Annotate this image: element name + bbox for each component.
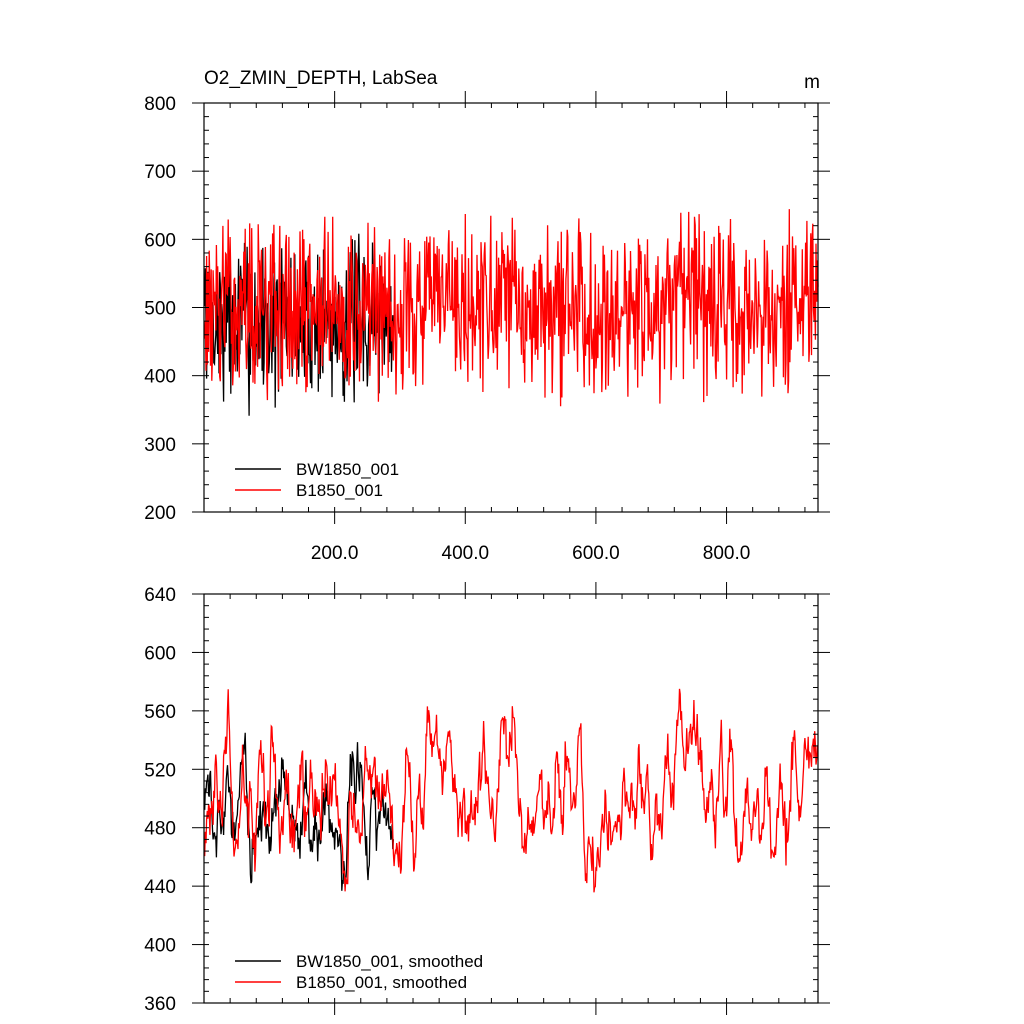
top-chart: O2_ZMIN_DEPTH, LabSea m 200 300 400 500 600 7…: [144, 68, 830, 564]
y-tick-label: 300: [144, 435, 176, 456]
x-tick-label: 400.0: [442, 543, 490, 564]
chart-title: O2_ZMIN_DEPTH, LabSea: [204, 68, 438, 89]
plot-frame: [203, 593, 819, 1004]
tick-layer: 360 400 440 480 520 560 600 640: [144, 582, 830, 1015]
legend-label-b1850-smoothed: B1850_001, smoothed: [296, 973, 467, 992]
y-tick-label: 520: [144, 760, 176, 781]
y-tick-label: 480: [144, 819, 176, 840]
legend-label-b1850: B1850_001: [296, 481, 383, 500]
x-tick-label: 600.0: [572, 543, 620, 564]
y-tick-label: 400: [144, 936, 176, 957]
series-layer: [204, 688, 819, 893]
legend-label-bw1850-smoothed: BW1850_001, smoothed: [296, 952, 483, 971]
y-tick-label: 640: [144, 585, 176, 606]
x-tick-label: 200.0: [311, 543, 359, 564]
y-tick-label: 700: [144, 162, 176, 183]
series-line-b1850-001-smoothed: [204, 688, 819, 893]
y-tick-label: 800: [144, 94, 176, 115]
bottom-chart: 360 400 440 480 520 560 600 640 BW1850_001, smo…: [144, 582, 830, 1015]
legend-label-bw1850: BW1850_001: [296, 460, 399, 479]
y-tick-label: 560: [144, 702, 176, 723]
legend: BW1850_001 B1850_001: [235, 460, 399, 500]
y-tick-label: 400: [144, 367, 176, 388]
units-label: m: [804, 72, 820, 93]
series-line-bw1850-001-smoothed: [204, 732, 395, 891]
y-tick-label: 200: [144, 503, 176, 524]
legend: BW1850_001, smoothed B1850_001, smoothed: [235, 952, 483, 992]
y-tick-label: 600: [144, 230, 176, 251]
y-tick-label: 440: [144, 877, 176, 898]
y-tick-label: 600: [144, 643, 176, 664]
series-line-b1850-001: [204, 209, 819, 407]
tick-layer: 200 300 400 500 600 700 800 200.0 400.0 600.0 800.…: [144, 91, 830, 564]
y-tick-label: 360: [144, 994, 176, 1015]
series-layer: [204, 209, 819, 416]
x-tick-label: 800.0: [703, 543, 751, 564]
y-tick-label: 500: [144, 299, 176, 320]
plot-frame: [203, 102, 819, 513]
